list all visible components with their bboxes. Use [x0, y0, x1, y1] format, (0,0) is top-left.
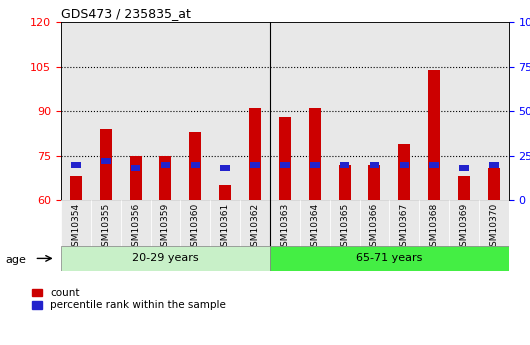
Bar: [130, 156, 142, 200]
Bar: [359, 200, 390, 247]
Bar: [479, 200, 509, 247]
Bar: [190, 161, 200, 168]
Bar: [121, 200, 151, 247]
Text: GSM10359: GSM10359: [161, 203, 170, 252]
Bar: [449, 200, 479, 247]
Text: age: age: [5, 256, 26, 265]
Text: GSM10355: GSM10355: [101, 203, 110, 252]
Text: GSM10365: GSM10365: [340, 203, 349, 252]
Bar: [70, 176, 82, 200]
Text: GSM10356: GSM10356: [131, 203, 140, 252]
Text: GSM10369: GSM10369: [460, 203, 469, 252]
Bar: [250, 161, 260, 168]
Bar: [219, 185, 231, 200]
Text: GSM10362: GSM10362: [251, 203, 260, 252]
Text: GSM10367: GSM10367: [400, 203, 409, 252]
Text: GSM10370: GSM10370: [489, 203, 498, 252]
Text: GSM10354: GSM10354: [72, 203, 81, 252]
Bar: [151, 200, 180, 247]
Bar: [459, 165, 469, 171]
Bar: [71, 161, 81, 168]
Bar: [390, 200, 419, 247]
Text: 65-71 years: 65-71 years: [356, 254, 422, 263]
Bar: [419, 200, 449, 247]
Text: GSM10361: GSM10361: [220, 203, 229, 252]
Text: GSM10366: GSM10366: [370, 203, 379, 252]
Bar: [489, 161, 499, 168]
Text: GDS473 / 235835_at: GDS473 / 235835_at: [61, 7, 191, 20]
Bar: [131, 165, 140, 171]
Bar: [180, 200, 210, 247]
Bar: [220, 165, 230, 171]
Bar: [279, 117, 291, 200]
Text: GSM10368: GSM10368: [430, 203, 439, 252]
Bar: [428, 70, 440, 200]
Text: GSM10364: GSM10364: [310, 203, 319, 252]
Bar: [280, 161, 290, 168]
Bar: [210, 200, 240, 247]
Bar: [400, 161, 409, 168]
Bar: [340, 161, 349, 168]
Bar: [369, 161, 379, 168]
Bar: [101, 158, 111, 164]
Bar: [429, 161, 439, 168]
Bar: [309, 108, 321, 200]
Bar: [249, 108, 261, 200]
Bar: [458, 176, 470, 200]
Bar: [61, 200, 91, 247]
Bar: [61, 246, 270, 271]
Bar: [270, 246, 509, 271]
Text: GSM10360: GSM10360: [191, 203, 200, 252]
Bar: [300, 200, 330, 247]
Bar: [161, 161, 170, 168]
Bar: [240, 200, 270, 247]
Bar: [399, 144, 410, 200]
Bar: [91, 200, 121, 247]
Legend: count, percentile rank within the sample: count, percentile rank within the sample: [32, 288, 226, 310]
Text: GSM10363: GSM10363: [280, 203, 289, 252]
Bar: [488, 168, 500, 200]
Text: 20-29 years: 20-29 years: [132, 254, 199, 263]
Bar: [339, 165, 350, 200]
Bar: [310, 161, 320, 168]
Bar: [368, 165, 381, 200]
Bar: [100, 129, 112, 200]
Bar: [330, 200, 359, 247]
Bar: [270, 200, 300, 247]
Bar: [160, 156, 171, 200]
Bar: [189, 132, 201, 200]
